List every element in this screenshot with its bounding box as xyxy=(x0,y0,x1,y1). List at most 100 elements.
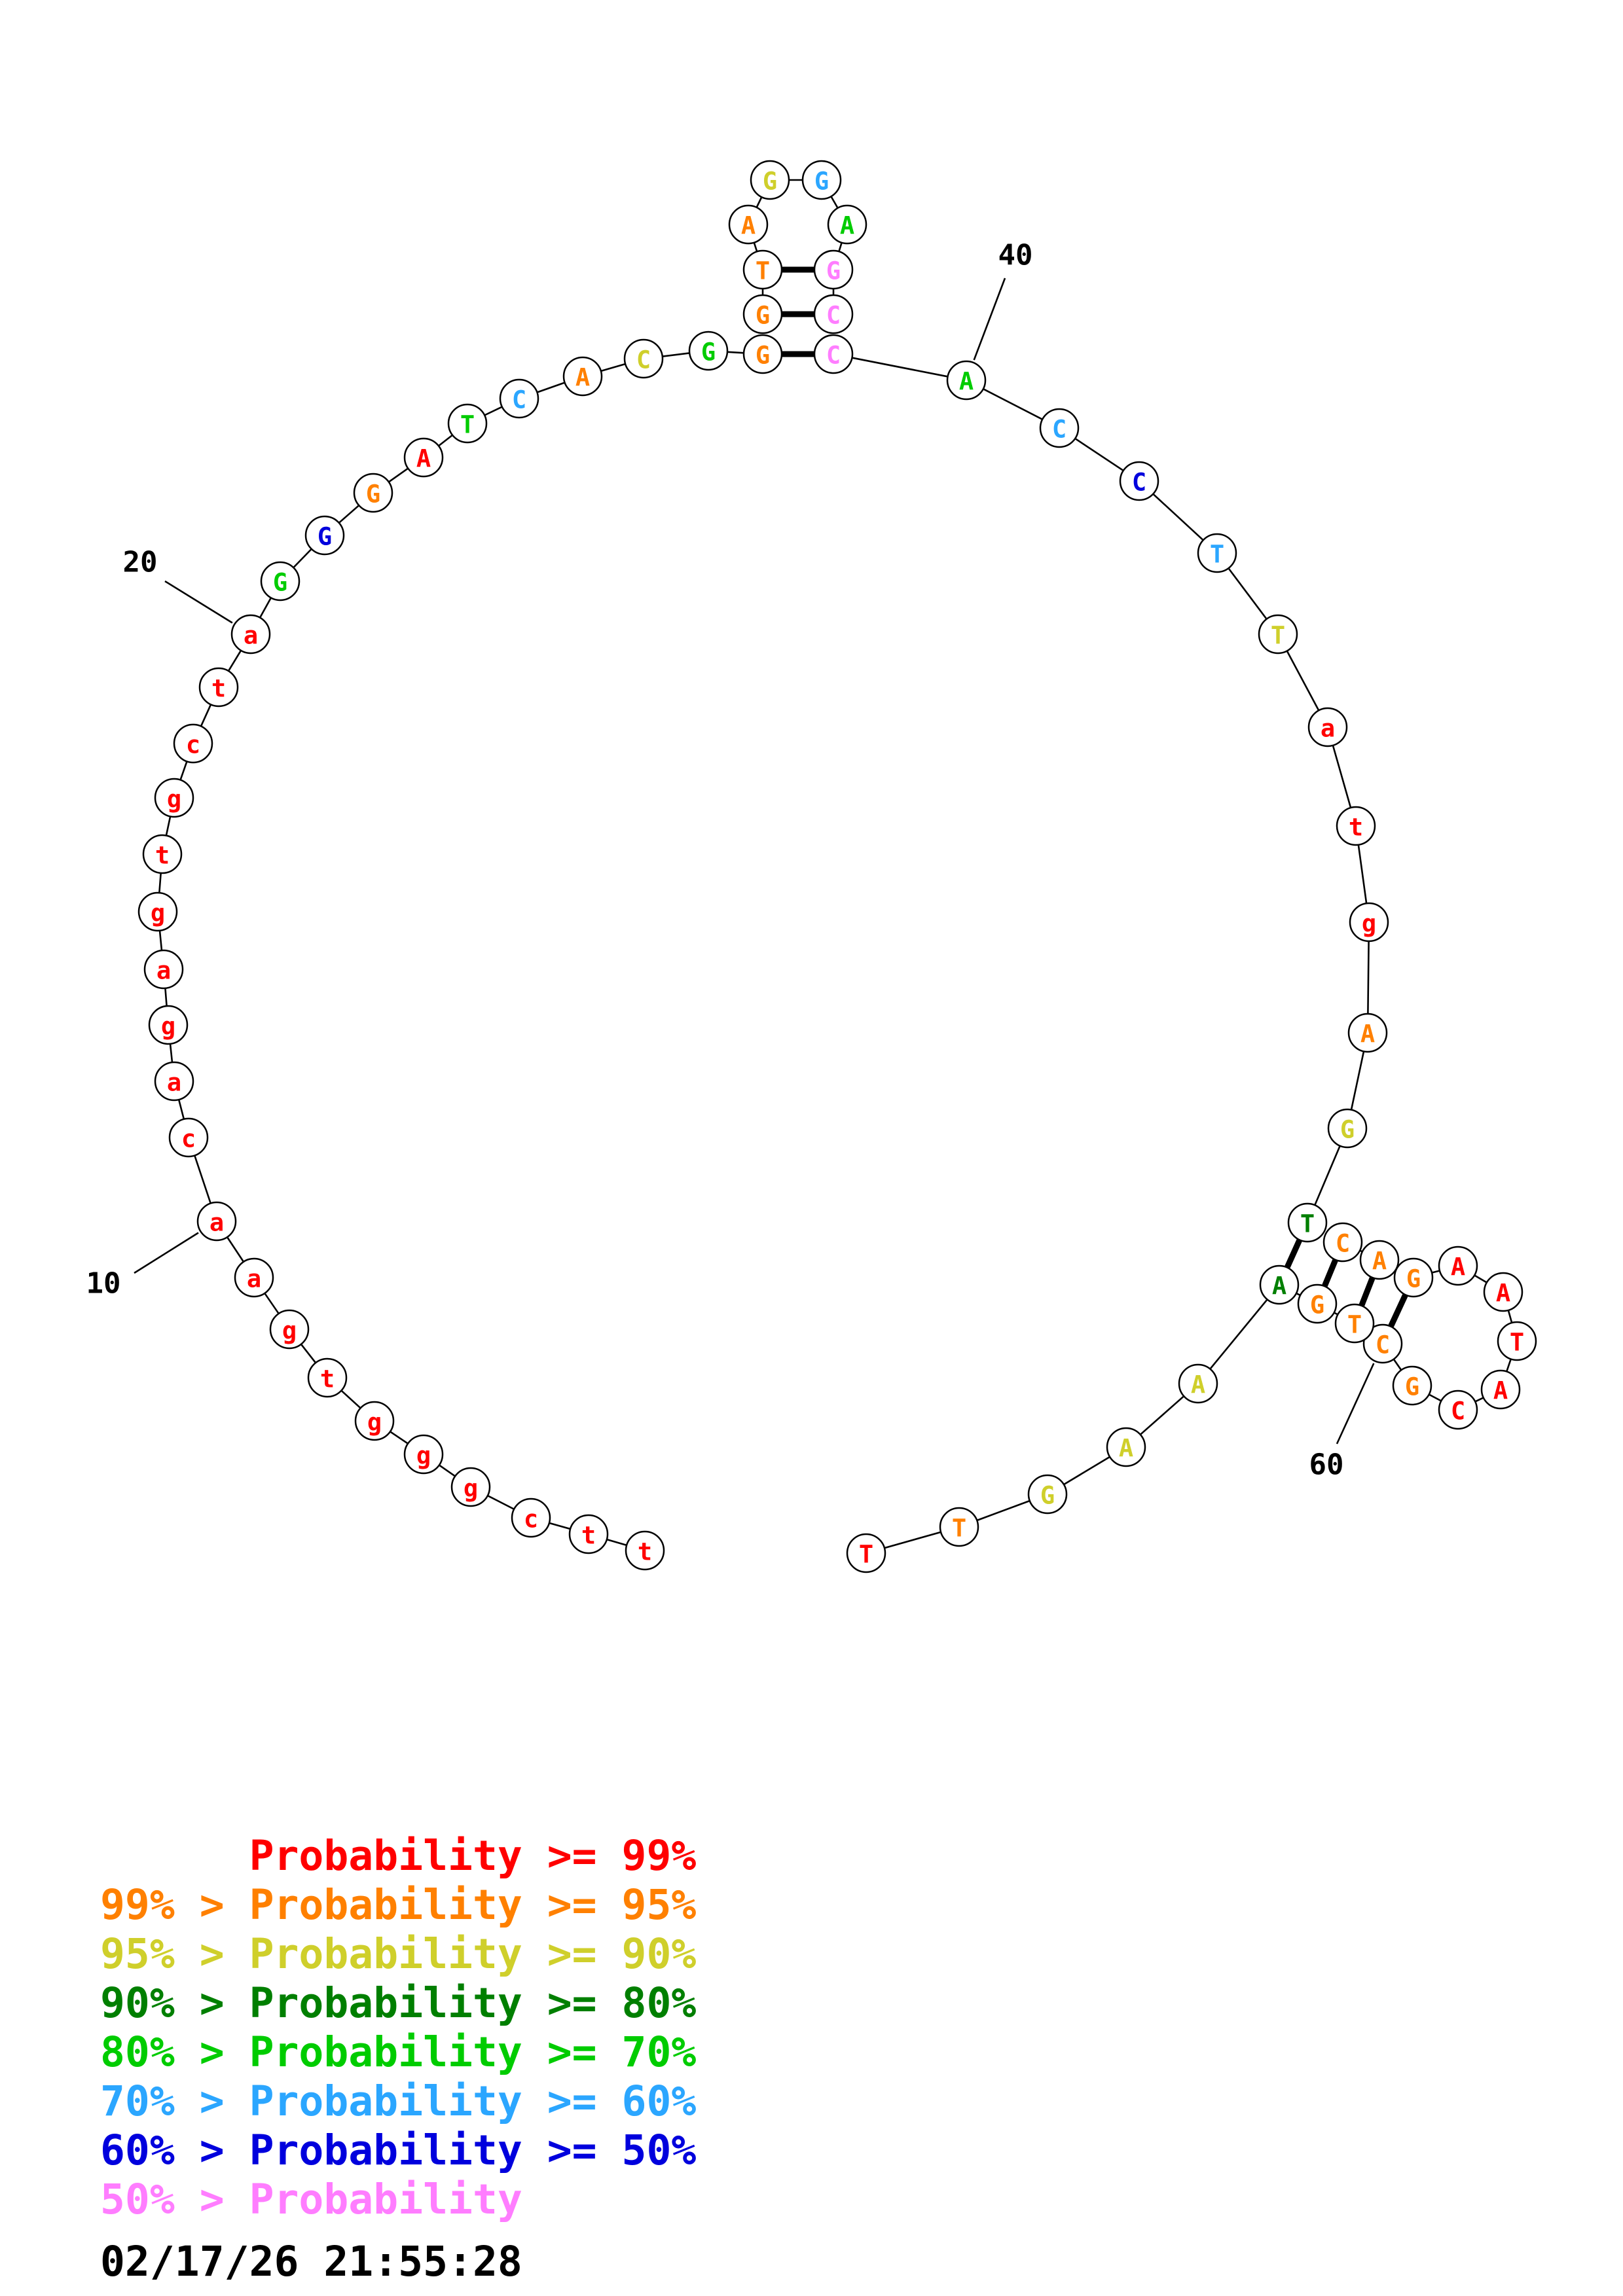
backbone-line xyxy=(1350,1052,1365,1109)
nucleotide: c xyxy=(168,1117,209,1158)
nucleotide-letter: G xyxy=(1340,1116,1355,1144)
nucleotide-letter: C xyxy=(512,386,526,414)
basepair-line xyxy=(1359,1277,1376,1306)
nucleotide-circle xyxy=(1039,408,1080,448)
backbone-line xyxy=(178,1100,185,1119)
nucleotide-letter: T xyxy=(859,1541,873,1569)
nucleotide-circle xyxy=(568,1514,609,1554)
nucleotide-circle xyxy=(137,891,178,932)
legend-row: 90% > Probability >= 80% xyxy=(100,1979,697,2027)
nucleotide-letter: A xyxy=(1451,1253,1465,1282)
nucleotide-letter: G xyxy=(318,523,332,551)
nucleotide: C xyxy=(1438,1390,1478,1430)
nucleotide: C xyxy=(813,334,854,374)
nucleotide: t xyxy=(625,1530,665,1571)
nucleotide-circle xyxy=(499,378,539,419)
nucleotide-circle xyxy=(403,1434,444,1475)
backbone-line xyxy=(601,363,625,372)
nucleotide-circle xyxy=(168,1117,209,1158)
nucleotide-letter: A xyxy=(1372,1247,1387,1276)
backbone-line xyxy=(753,243,758,251)
nucleotide-circle xyxy=(742,294,783,334)
nucleotide: A xyxy=(1347,1013,1388,1053)
nucleotide-circle xyxy=(1106,1427,1146,1467)
nucleotide-letter: g xyxy=(151,899,165,927)
nucleotide-letter: g xyxy=(1362,910,1376,938)
nucleotide-letter: G xyxy=(273,569,287,597)
nucleotide-circle xyxy=(1362,1323,1403,1364)
nucleotide-letter: a xyxy=(156,957,171,985)
basepair-line xyxy=(1285,1239,1302,1268)
nucleotide-circle xyxy=(1480,1369,1521,1410)
nucleotide-letter: G xyxy=(1040,1482,1055,1510)
backbone-line xyxy=(1140,1395,1184,1435)
basepair-line xyxy=(1388,1294,1408,1327)
nucleotide-circle xyxy=(1178,1363,1218,1404)
backbone-line xyxy=(1296,1293,1300,1296)
timestamp: 02/17/26 21:55:28 xyxy=(100,2238,522,2286)
nucleotide-circle xyxy=(1392,1365,1432,1406)
nucleotide-letter: g xyxy=(167,785,181,814)
nucleotide-letter: G xyxy=(756,342,770,370)
nucleotide-letter: C xyxy=(826,342,841,370)
backbone-line xyxy=(549,1522,570,1530)
nucleotide-letter: t xyxy=(320,1365,335,1393)
label-leader-line xyxy=(1336,1363,1375,1444)
nucleotide-letter: A xyxy=(840,212,854,240)
nucleotide: g xyxy=(137,891,178,932)
backbone-line xyxy=(1075,438,1123,471)
backbone-line xyxy=(1357,845,1368,903)
nucleotide: a xyxy=(154,1061,194,1102)
nucleotide-letter: C xyxy=(1132,469,1146,497)
nucleotide: A xyxy=(728,204,769,245)
nucleotide: G xyxy=(742,294,783,334)
nucleotide-letter: A xyxy=(575,364,590,392)
nucleotide-letter: G xyxy=(1310,1291,1324,1319)
nucleotide-circle xyxy=(742,249,783,290)
backbone-line xyxy=(727,351,744,354)
nucleotide-letter: c xyxy=(524,1505,538,1534)
backbone-line xyxy=(1507,1310,1513,1323)
backbone-line xyxy=(259,598,272,618)
backbone-line xyxy=(158,873,162,893)
nucleotide-letter: G xyxy=(701,338,716,367)
legend-row: 50% > Probability xyxy=(100,2176,522,2223)
backbone-line xyxy=(338,505,359,524)
nucleotide: T xyxy=(1334,1303,1375,1344)
nucleotide-letter: G xyxy=(826,257,841,285)
nucleotide-letter: T xyxy=(1300,1210,1315,1238)
nucleotide-circle xyxy=(353,473,393,513)
label-leader-line xyxy=(973,278,1006,361)
backbone-line xyxy=(1153,493,1203,541)
nucleotide-circle xyxy=(143,949,184,990)
nucleotide-letter: G xyxy=(1405,1373,1419,1401)
backbone-line xyxy=(164,988,168,1006)
nucleotide: G xyxy=(1392,1365,1432,1406)
nucleotide-letter: g xyxy=(464,1475,478,1503)
probability-legend: Probability >= 99% 99% > Probability >= … xyxy=(100,1831,696,2224)
nucleotide-letter: t xyxy=(581,1522,596,1550)
nucleotide: g xyxy=(354,1401,395,1441)
nucleotide: A xyxy=(1178,1363,1218,1404)
backbone-line xyxy=(537,382,565,393)
legend-row: 99% > Probability >= 95% xyxy=(100,1881,697,1929)
nucleotide-circle xyxy=(198,667,239,708)
nucleotide-letter: A xyxy=(959,368,974,396)
nucleotide: T xyxy=(742,249,783,290)
nucleotide: C xyxy=(1362,1323,1403,1364)
position-label: 20 xyxy=(123,546,158,579)
nucleotide-circle xyxy=(801,160,842,200)
nucleotide-circle xyxy=(1438,1246,1478,1286)
nucleotide-circle xyxy=(1119,461,1159,501)
nucleotide: g xyxy=(403,1434,444,1475)
nucleotide: G xyxy=(1327,1108,1368,1149)
nucleotide: T xyxy=(447,403,488,444)
backbone-line xyxy=(165,817,172,835)
nucleotide-letter: C xyxy=(1336,1230,1350,1258)
backbone-line xyxy=(388,468,409,482)
nucleotide: A xyxy=(827,204,867,245)
nucleotide-circle xyxy=(511,1498,551,1538)
backbone-line xyxy=(663,352,689,357)
nucleotide: c xyxy=(173,723,213,764)
